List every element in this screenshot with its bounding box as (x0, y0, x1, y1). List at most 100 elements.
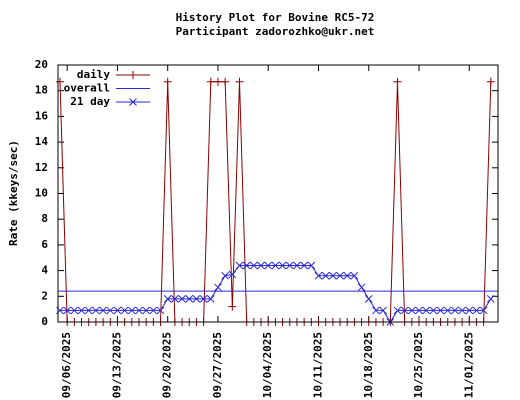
x-tick-label: 09/20/2025 (161, 332, 174, 398)
cross-marker (314, 271, 323, 280)
cross-marker (293, 261, 301, 270)
cross-marker (99, 306, 107, 315)
cross-marker (321, 271, 330, 280)
cross-marker (372, 306, 380, 315)
y-tick-label: 18 (35, 84, 48, 97)
y-axis-label: Rate (kkeys/sec) (7, 140, 20, 246)
cross-marker (307, 261, 316, 270)
y-tick-label: 0 (41, 315, 48, 328)
y-tick-label: 16 (35, 109, 49, 122)
y-tick-label: 6 (41, 238, 48, 251)
cross-marker (422, 306, 431, 315)
cross-marker (407, 306, 416, 315)
x-tick-label: 11/01/2025 (462, 332, 475, 398)
cross-marker (443, 306, 452, 315)
cross-marker (350, 271, 359, 280)
series-line (60, 264, 492, 323)
plus-marker (221, 77, 230, 86)
cross-marker (278, 261, 287, 270)
cross-marker (364, 295, 373, 303)
cross-marker (84, 306, 93, 315)
x-tick-label: 10/04/2025 (261, 332, 274, 398)
cross-marker (300, 261, 308, 270)
cross-marker (242, 261, 251, 270)
plus-marker (228, 302, 237, 311)
cross-marker (178, 295, 186, 303)
plot-border (57, 64, 499, 323)
cross-marker (486, 295, 495, 303)
cross-marker (171, 295, 179, 303)
plus-marker (235, 77, 244, 86)
cross-marker (479, 306, 488, 315)
x-tick-label: 10/11/2025 (311, 332, 324, 398)
cross-marker (336, 271, 344, 280)
cross-marker (436, 306, 445, 315)
plus-marker (129, 71, 137, 79)
cross-marker (451, 306, 459, 315)
cross-marker (70, 306, 79, 315)
cross-marker (357, 283, 366, 292)
cross-marker (379, 306, 387, 315)
cross-marker (472, 306, 481, 315)
cross-marker (163, 295, 172, 303)
legend-label: daily (77, 68, 110, 81)
series-line (59, 81, 492, 323)
y-tick-label: 4 (41, 264, 48, 277)
cross-marker (149, 306, 158, 315)
y-tick-label: 2 (41, 289, 48, 302)
y-tick-label: 20 (35, 58, 48, 71)
cross-marker (206, 295, 215, 303)
cross-marker (235, 261, 244, 270)
cross-marker (106, 306, 115, 315)
cross-marker (257, 261, 265, 270)
plus-marker (486, 77, 495, 86)
y-tick-label: 14 (35, 135, 49, 148)
cross-marker (127, 306, 136, 315)
plus-marker (213, 77, 222, 86)
chart-subtitle: Participant zadorozhko@ukr.net (176, 25, 375, 38)
plus-marker (393, 77, 402, 86)
x-tick-label: 10/25/2025 (412, 332, 425, 398)
cross-marker (92, 306, 100, 315)
cross-marker (214, 283, 222, 292)
cross-marker (221, 271, 230, 280)
cross-marker (120, 306, 129, 315)
plus-marker (56, 77, 64, 86)
cross-marker (328, 271, 337, 280)
cross-marker (264, 261, 273, 270)
cross-marker (135, 306, 143, 315)
y-tick-label: 10 (35, 187, 48, 200)
cross-marker (415, 306, 423, 315)
cross-marker (400, 306, 409, 315)
cross-marker (77, 306, 86, 315)
cross-marker (142, 306, 151, 315)
legend-label: overall (64, 82, 110, 95)
cross-marker (156, 306, 165, 315)
y-tick-label: 12 (35, 161, 48, 174)
cross-marker (393, 306, 402, 315)
cross-marker (113, 306, 122, 315)
legend-label: 21 day (70, 95, 110, 108)
chart-title: History Plot for Bovine RC5-72 (176, 11, 375, 24)
cross-marker (250, 261, 258, 270)
cross-marker (285, 261, 294, 270)
x-tick-label: 09/27/2025 (211, 332, 224, 398)
cross-marker (199, 295, 208, 303)
cross-marker (228, 270, 237, 279)
cross-marker (429, 306, 438, 315)
plus-marker (163, 77, 172, 86)
cross-marker (129, 98, 137, 106)
x-tick-label: 09/06/2025 (60, 332, 73, 398)
x-tick-label: 09/13/2025 (110, 332, 123, 398)
cross-marker (63, 306, 72, 315)
cross-marker (271, 261, 280, 270)
y-tick-label: 8 (41, 212, 48, 225)
cross-marker (192, 295, 201, 303)
cross-marker (465, 306, 474, 315)
plus-marker (206, 77, 215, 86)
cross-marker (185, 295, 194, 303)
cross-marker (458, 306, 466, 315)
cross-marker (343, 271, 352, 280)
x-tick-label: 10/18/2025 (362, 332, 375, 398)
